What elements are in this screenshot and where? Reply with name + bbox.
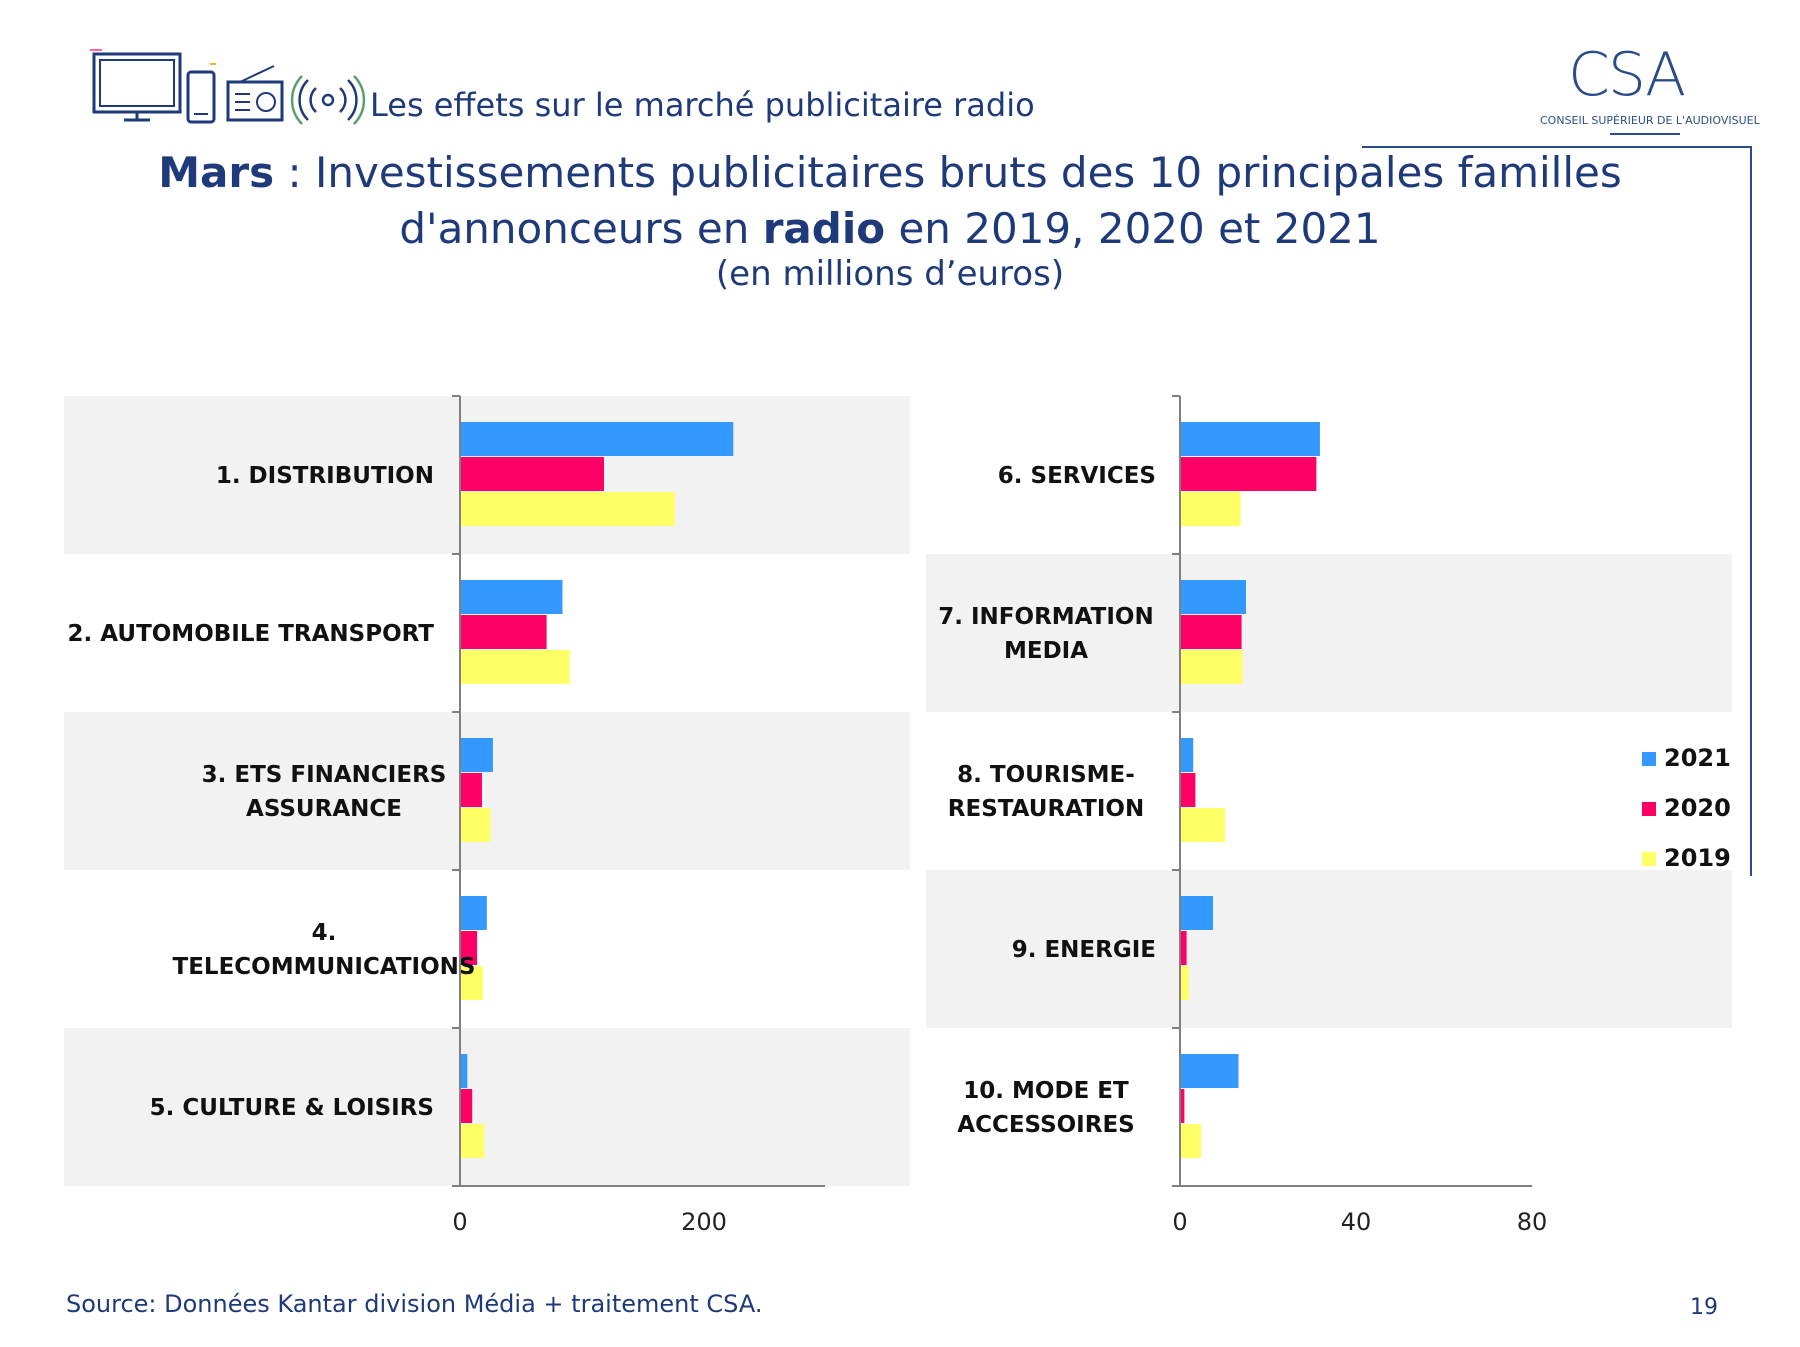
category-label: 2. AUTOMOBILE TRANSPORT [68, 621, 435, 647]
category-label-line: 10. MODE ET [963, 1078, 1129, 1104]
bar-2019 [1180, 650, 1243, 684]
logo-underline [1610, 133, 1680, 135]
bar-2021 [1180, 422, 1320, 456]
legend-label: 2020 [1664, 794, 1731, 822]
row-band [64, 1028, 910, 1186]
row-band [926, 554, 1732, 712]
section-title: Les effets sur le marché publicitaire ra… [370, 86, 1035, 124]
bar-2021 [460, 1054, 468, 1088]
category-label-line: 1. DISTRIBUTION [216, 463, 434, 489]
header: Les effets sur le marché publicitaire ra… [90, 48, 1090, 128]
bar-2020 [460, 457, 604, 491]
tv-icon [90, 49, 182, 122]
chart-subtitle: (en millions d’euros) [715, 254, 1065, 294]
x-tick-label: 0 [1172, 1208, 1187, 1236]
bar-2021 [1180, 738, 1194, 772]
category-label: 1. DISTRIBUTION [216, 463, 434, 489]
row-band [64, 712, 910, 870]
title-text-1: : Investissements publicitaires bruts de… [274, 148, 1622, 253]
x-tick-label: 80 [1517, 1208, 1548, 1236]
category-label-line: MEDIA [1004, 638, 1088, 664]
bar-2021 [460, 422, 734, 456]
bar-2020 [1180, 931, 1187, 965]
frame-line-top [1362, 146, 1752, 148]
bar-2020 [1180, 1089, 1185, 1123]
bar-2019 [1180, 966, 1189, 1000]
category-label: 9. ENERGIE [1012, 937, 1156, 963]
broadcast-icon [290, 75, 366, 125]
bar-2021 [1180, 580, 1246, 614]
logo-letters: CSA [1568, 40, 1686, 110]
header-icons [90, 49, 366, 125]
x-tick-label: 0 [452, 1208, 467, 1236]
bar-2021 [460, 896, 487, 930]
radio-icon [226, 65, 284, 122]
legend-label: 2019 [1664, 844, 1731, 872]
category-label: 4. TELECOMMUNICATIONS [173, 920, 476, 980]
bar-2019 [1180, 492, 1241, 526]
frame-line-right [1750, 146, 1752, 876]
title-text-2: en 2019, 2020 et 2021 [885, 204, 1381, 253]
x-tick-label: 200 [681, 1208, 727, 1236]
left-chart: 1. DISTRIBUTION 2. AUTOMOBILE TRANSPORT 3.… [64, 395, 910, 1236]
category-label-line: 4. [312, 920, 337, 946]
category-label-line: 5. CULTURE & LOISIRS [150, 1095, 434, 1121]
category-label: 10. MODE ET ACCESSOIRES [957, 1078, 1134, 1138]
category-label: 6. SERVICES [998, 463, 1156, 489]
bar-2020 [1180, 615, 1242, 649]
category-label-line: 7. INFORMATION [938, 604, 1153, 630]
legend-swatch-2020 [1642, 802, 1656, 816]
legend-swatch-2021 [1642, 752, 1656, 766]
category-label: 8. TOURISME- RESTAURATION [948, 762, 1144, 822]
bar-2020 [460, 931, 478, 965]
bar-2019 [460, 808, 491, 842]
category-label-line: TELECOMMUNICATIONS [173, 954, 476, 980]
category-label: 3. ETS FINANCIERS ASSURANCE [202, 762, 447, 822]
bar-2019 [1180, 1124, 1202, 1158]
legend-label: 2021 [1664, 744, 1731, 772]
bar-2020 [1180, 457, 1317, 491]
bar-2021 [1180, 896, 1213, 930]
category-label-line: ACCESSOIRES [957, 1112, 1134, 1138]
bar-2019 [460, 966, 484, 1000]
page-number: 19 [1690, 1295, 1718, 1320]
category-label-line: 9. ENERGIE [1012, 937, 1156, 963]
phone-icon [186, 63, 216, 124]
bar-2020 [460, 773, 482, 807]
bar-2020 [460, 1089, 473, 1123]
bar-2019 [460, 492, 675, 526]
logo-subtitle: CONSEIL SUPÉRIEUR DE L'AUDIOVISUEL [1540, 114, 1760, 127]
bar-2019 [1180, 808, 1225, 842]
category-label-line: 3. ETS FINANCIERS [202, 762, 447, 788]
title-month: Mars [158, 148, 275, 197]
csa-logo: CSA CONSEIL SUPÉRIEUR DE L'AUDIOVISUEL [1540, 40, 1760, 138]
bar-2019 [460, 650, 570, 684]
legend: 2021 2020 2019 [1642, 744, 1731, 872]
bar-2019 [460, 1124, 485, 1158]
bar-2021 [1180, 1054, 1239, 1088]
category-label-line: RESTAURATION [948, 796, 1144, 822]
category-label-line: 6. SERVICES [998, 463, 1156, 489]
bar-2020 [1180, 773, 1196, 807]
bar-2021 [460, 738, 493, 772]
legend-swatch-2019 [1642, 852, 1656, 866]
category-label: 7. INFORMATION MEDIA [938, 604, 1153, 664]
bar-2020 [460, 615, 547, 649]
x-tick-label: 40 [1341, 1208, 1372, 1236]
bar-2021 [460, 580, 563, 614]
source-note: Source: Données Kantar division Média + … [66, 1290, 763, 1318]
title-medium: radio [762, 204, 886, 253]
right-chart: 6. SERVICES 7. INFORMATION MEDIA 8. TOURISM… [926, 395, 1732, 1236]
category-label-line: ASSURANCE [246, 796, 402, 822]
category-label: 5. CULTURE & LOISIRS [150, 1095, 434, 1121]
category-label-line: 8. TOURISME- [957, 762, 1135, 788]
row-band [926, 870, 1732, 1028]
chart-title: Mars : Investissements publicitaires bru… [60, 145, 1720, 257]
category-label-line: 2. AUTOMOBILE TRANSPORT [68, 621, 435, 647]
